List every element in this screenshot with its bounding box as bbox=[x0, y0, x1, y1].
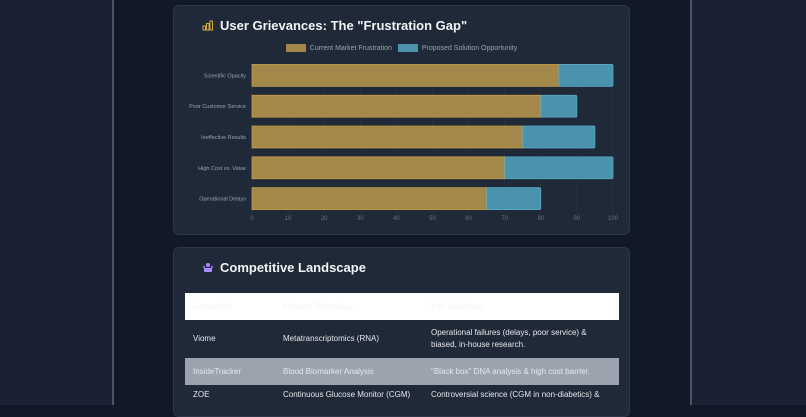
header-technology: Primary Technology bbox=[275, 293, 423, 320]
bar-segment bbox=[251, 156, 506, 180]
y-tick-label: Scientific Opacity bbox=[204, 73, 246, 79]
x-tick-label: 80 bbox=[537, 216, 544, 222]
x-tick-label: 100 bbox=[608, 216, 619, 222]
x-tick-label: 0 bbox=[250, 216, 254, 222]
bar-segment bbox=[251, 125, 524, 149]
table-cell: Operational failures (delays, poor servi… bbox=[431, 328, 587, 349]
table-cell: ZOE bbox=[193, 390, 210, 399]
table-title: Competitive Landscape bbox=[202, 260, 366, 275]
bar-segment bbox=[540, 94, 578, 118]
chart-title: User Grievances: The "Frustration Gap" bbox=[202, 18, 467, 33]
header-weakness: Key Weakness bbox=[423, 293, 619, 320]
x-tick-label: 10 bbox=[285, 216, 292, 222]
table-row: Viome Metatranscriptomics (RNA) Operationa… bbox=[185, 320, 619, 358]
table-cell: "Black box" DNA analysis & high cost bar… bbox=[423, 358, 619, 385]
x-tick-label: 90 bbox=[574, 216, 581, 222]
bar-chart: 0 10 20 30 40 50 60 70 80 90 100 Scientific Opacity… bbox=[189, 60, 619, 222]
x-tick-label: 30 bbox=[357, 216, 364, 222]
bar-segment bbox=[486, 187, 542, 210]
bar-segment bbox=[504, 156, 614, 180]
left-panel bbox=[0, 0, 114, 405]
table-cell: InsideTracker bbox=[185, 358, 275, 385]
y-tick-label: High Cost vs. Value bbox=[198, 166, 246, 172]
header-competitor: Competitor bbox=[185, 293, 275, 320]
y-tick-label: Operational Delays bbox=[199, 197, 246, 203]
competitive-card: Competitive Landscape Competitor Primary… bbox=[173, 247, 630, 417]
x-tick-label: 40 bbox=[393, 216, 400, 222]
competitor-table: Competitor Primary Technology Key Weakne… bbox=[185, 293, 619, 405]
legend-item[interactable]: Current Market Frustration bbox=[285, 44, 392, 52]
table-cell: Controversial science (CGM in non-diabet… bbox=[431, 390, 600, 399]
table-row: ZOE Continuous Glucose Monitor (CGM) Contr… bbox=[185, 385, 619, 405]
right-panel bbox=[690, 0, 806, 405]
table-cell: Continuous Glucose Monitor (CGM) bbox=[283, 390, 411, 399]
y-tick-label: Ineffective Results bbox=[201, 135, 246, 141]
table-cell: Viome bbox=[193, 334, 216, 343]
table-row: InsideTracker Blood Biomarker Analysis "Bl… bbox=[185, 358, 619, 385]
x-tick-label: 60 bbox=[465, 216, 472, 222]
grievances-card: User Grievances: The "Frustration Gap" C… bbox=[173, 5, 630, 235]
table-cell: Blood Biomarker Analysis bbox=[275, 358, 423, 385]
x-tick-label: 70 bbox=[501, 216, 508, 222]
x-tick-label: 20 bbox=[321, 216, 328, 222]
legend-item[interactable]: Proposed Solution Opportunity bbox=[397, 44, 517, 52]
y-tick-label: Poor Customer Service bbox=[189, 104, 246, 110]
table-cell: Metatranscriptomics (RNA) bbox=[283, 334, 380, 343]
users-icon bbox=[202, 263, 214, 272]
bar-segment bbox=[251, 64, 560, 87]
bar-segment bbox=[251, 94, 542, 118]
bar-chart-icon bbox=[202, 20, 213, 31]
bar-segment bbox=[558, 64, 614, 87]
bar-segment bbox=[522, 125, 596, 149]
x-tick-label: 50 bbox=[429, 216, 436, 222]
bar-segment bbox=[251, 187, 487, 210]
chart-legend: Current Market Frustration Proposed Solu… bbox=[174, 44, 629, 52]
